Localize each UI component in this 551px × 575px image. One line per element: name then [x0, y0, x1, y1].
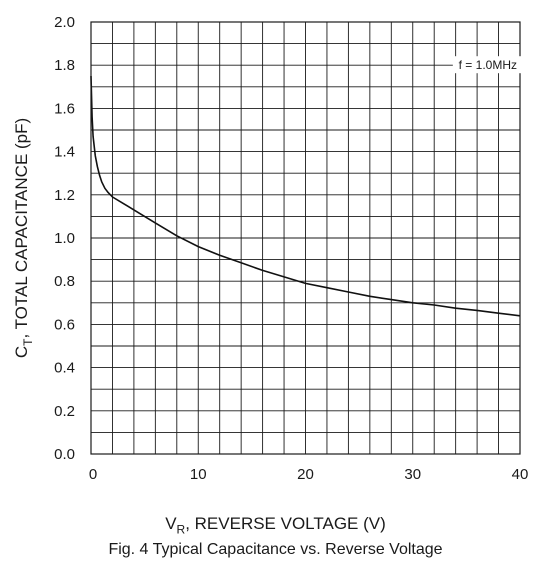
y-tick-label: 0.6	[54, 316, 75, 333]
tick-labels: 0.0 0.2 0.4 0.6 0.8 1.0 1.2 1.4 1.6 1.8 2.0 0 10 20 30…	[54, 14, 528, 483]
x-axis-title: VR, REVERSE VOLTAGE (V)	[0, 514, 551, 536]
x-tick-label: 20	[297, 466, 314, 483]
y-axis-title-main: C	[12, 346, 31, 358]
y-tick-label: 1.8	[54, 57, 75, 74]
y-tick-label: 0.4	[54, 360, 75, 377]
x-axis-title-sub: R	[176, 522, 186, 537]
x-axis-title-rest: , REVERSE VOLTAGE (V)	[185, 514, 386, 533]
x-tick-label: 0	[89, 466, 97, 483]
y-axis-title: CT, TOTAL CAPACITANCE (pF)	[12, 118, 35, 358]
y-tick-label: 1.4	[54, 144, 75, 161]
plot-frame	[90, 21, 521, 455]
y-tick-label: 2.0	[54, 14, 75, 31]
y-tick-label: 1.0	[54, 230, 75, 247]
series-group	[90, 75, 521, 317]
x-tick-label: 40	[512, 466, 529, 483]
y-tick-label: 0.0	[54, 446, 75, 463]
capacitance-chart: 0.0 0.2 0.4 0.6 0.8 1.0 1.2 1.4 1.6 1.8 2.0 0 10 20 30…	[12, 14, 528, 483]
grid	[91, 22, 520, 454]
x-tick-label: 30	[404, 466, 421, 483]
frequency-annotation: f = 1.0MHz	[452, 56, 523, 74]
y-tick-label: 1.6	[54, 100, 75, 117]
y-tick-label: 0.2	[54, 403, 75, 420]
y-axis-title-rest: , TOTAL CAPACITANCE (pF)	[12, 118, 31, 339]
x-tick-label: 10	[190, 466, 207, 483]
figure-caption: Fig. 4 Typical Capacitance vs. Reverse V…	[108, 541, 443, 558]
x-axis-title-main: V	[165, 514, 177, 533]
y-axis-title-sub: T	[21, 338, 35, 346]
annotation-text: f = 1.0MHz	[459, 58, 517, 72]
annotation-background	[452, 56, 523, 74]
capacitance-curve	[90, 75, 521, 317]
y-tick-label: 0.8	[54, 273, 75, 290]
y-tick-label: 1.2	[54, 187, 75, 204]
